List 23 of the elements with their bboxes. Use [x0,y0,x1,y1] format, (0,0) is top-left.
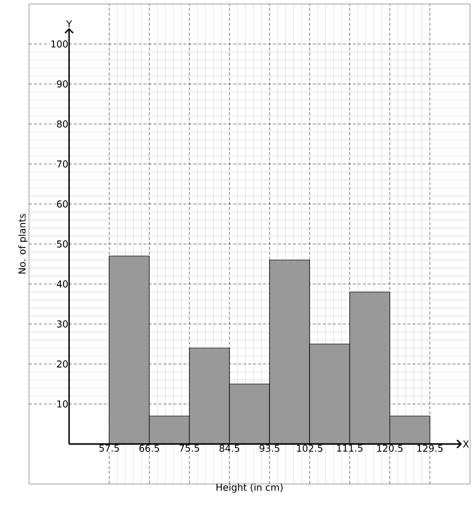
x-tick-label: 111.5 [337,444,362,452]
y-tick-label: 50 [57,240,68,248]
annotation: X [462,440,469,448]
y-tick-label: 80 [56,120,68,128]
x-tick-label: 57.5 [99,444,119,452]
y-tick-label: 70 [57,160,68,168]
x-axis-title: Height (in cm) [216,484,283,493]
annotation: Y [66,20,72,28]
x-tick-label: 93.5 [260,444,280,452]
x-tick-label: 129.5 [417,444,443,452]
y-tick-label: 20 [57,360,68,368]
y-tick-label: 60 [57,200,68,208]
x-tick-label: 66.5 [139,444,159,452]
y-tick-label: 30 [57,320,68,328]
x-tick-label: 84.5 [220,444,240,452]
x-tick-label: 75.5 [180,444,200,452]
y-tick-label: 10 [57,400,68,408]
x-tick-label: 102.5 [297,444,322,452]
y-tick-label: 90 [56,80,68,88]
x-tick-label: 120.5 [377,444,403,452]
y-tick-label: 40 [56,280,68,288]
y-tick-label: 100 [51,40,68,48]
y-axis-title: No. of plants [18,214,28,274]
